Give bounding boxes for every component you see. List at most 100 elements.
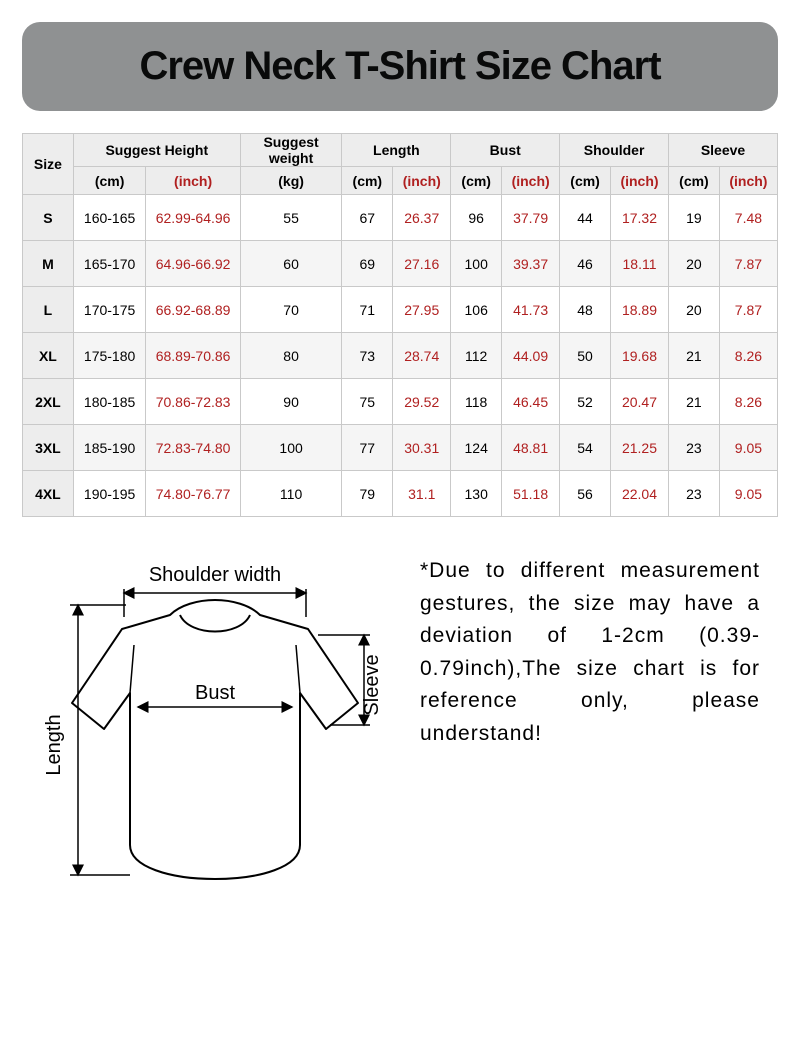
tshirt-diagram: Shoulder widthSleeveBustLength [30,545,400,890]
column-header: Shoulder [560,134,669,167]
size-cell: XL [23,333,74,379]
data-cell: 46 [560,241,611,287]
data-cell: 60 [240,241,342,287]
data-cell: 52 [560,379,611,425]
column-header: Bust [451,134,560,167]
data-cell: 22.04 [610,471,668,517]
column-header: Length [342,134,451,167]
data-cell: 190-195 [73,471,146,517]
data-cell: 39.37 [502,241,560,287]
data-cell: 21 [669,379,720,425]
data-cell: 48 [560,287,611,333]
table-row: L170-17566.92-68.89707127.9510641.734818… [23,287,778,333]
data-cell: 7.87 [719,287,777,333]
data-cell: 100 [240,425,342,471]
data-cell: 28.74 [393,333,451,379]
unit-header: (cm) [342,167,393,195]
data-cell: 112 [451,333,502,379]
data-cell: 110 [240,471,342,517]
data-cell: 180-185 [73,379,146,425]
data-cell: 20 [669,287,720,333]
data-cell: 165-170 [73,241,146,287]
column-header: Sleeve [669,134,778,167]
data-cell: 67 [342,195,393,241]
data-cell: 100 [451,241,502,287]
data-cell: 27.95 [393,287,451,333]
size-cell: 3XL [23,425,74,471]
data-cell: 17.32 [610,195,668,241]
table-row: 4XL190-19574.80-76.771107931.113051.1856… [23,471,778,517]
svg-text:Shoulder width: Shoulder width [149,564,281,586]
table-row: XL175-18068.89-70.86807328.7411244.09501… [23,333,778,379]
data-cell: 19.68 [610,333,668,379]
data-cell: 48.81 [502,425,560,471]
unit-header: (inch) [502,167,560,195]
data-cell: 54 [560,425,611,471]
data-cell: 8.26 [719,333,777,379]
data-cell: 27.16 [393,241,451,287]
size-cell: S [23,195,74,241]
data-cell: 160-165 [73,195,146,241]
unit-header: (kg) [240,167,342,195]
data-cell: 106 [451,287,502,333]
data-cell: 18.89 [610,287,668,333]
unit-header: (cm) [560,167,611,195]
data-cell: 23 [669,471,720,517]
unit-header: (inch) [146,167,240,195]
data-cell: 79 [342,471,393,517]
data-cell: 51.18 [502,471,560,517]
data-cell: 96 [451,195,502,241]
data-cell: 41.73 [502,287,560,333]
data-cell: 7.48 [719,195,777,241]
data-cell: 90 [240,379,342,425]
data-cell: 75 [342,379,393,425]
data-cell: 20 [669,241,720,287]
data-cell: 66.92-68.89 [146,287,240,333]
data-cell: 29.52 [393,379,451,425]
size-cell: M [23,241,74,287]
svg-text:Length: Length [43,714,65,775]
data-cell: 37.79 [502,195,560,241]
data-cell: 185-190 [73,425,146,471]
unit-header: (inch) [393,167,451,195]
data-cell: 80 [240,333,342,379]
size-chart-table: SizeSuggest HeightSuggest weightLengthBu… [22,133,778,517]
data-cell: 170-175 [73,287,146,333]
data-cell: 23 [669,425,720,471]
data-cell: 68.89-70.86 [146,333,240,379]
data-cell: 69 [342,241,393,287]
size-cell: 2XL [23,379,74,425]
data-cell: 31.1 [393,471,451,517]
unit-header: (inch) [610,167,668,195]
data-cell: 9.05 [719,471,777,517]
data-cell: 20.47 [610,379,668,425]
data-cell: 62.99-64.96 [146,195,240,241]
column-header: Suggest Height [73,134,240,167]
data-cell: 7.87 [719,241,777,287]
data-cell: 118 [451,379,502,425]
size-cell: L [23,287,74,333]
data-cell: 70.86-72.83 [146,379,240,425]
data-cell: 77 [342,425,393,471]
unit-header: (cm) [669,167,720,195]
disclaimer-note: *Due to different measurement gestures, … [420,545,770,890]
data-cell: 21 [669,333,720,379]
unit-header: (cm) [73,167,146,195]
data-cell: 124 [451,425,502,471]
data-cell: 175-180 [73,333,146,379]
data-cell: 19 [669,195,720,241]
unit-header: (inch) [719,167,777,195]
column-header: Suggest weight [240,134,342,167]
data-cell: 8.26 [719,379,777,425]
data-cell: 21.25 [610,425,668,471]
data-cell: 73 [342,333,393,379]
data-cell: 30.31 [393,425,451,471]
data-cell: 26.37 [393,195,451,241]
data-cell: 74.80-76.77 [146,471,240,517]
data-cell: 64.96-66.92 [146,241,240,287]
data-cell: 130 [451,471,502,517]
data-cell: 71 [342,287,393,333]
data-cell: 44.09 [502,333,560,379]
data-cell: 46.45 [502,379,560,425]
data-cell: 56 [560,471,611,517]
